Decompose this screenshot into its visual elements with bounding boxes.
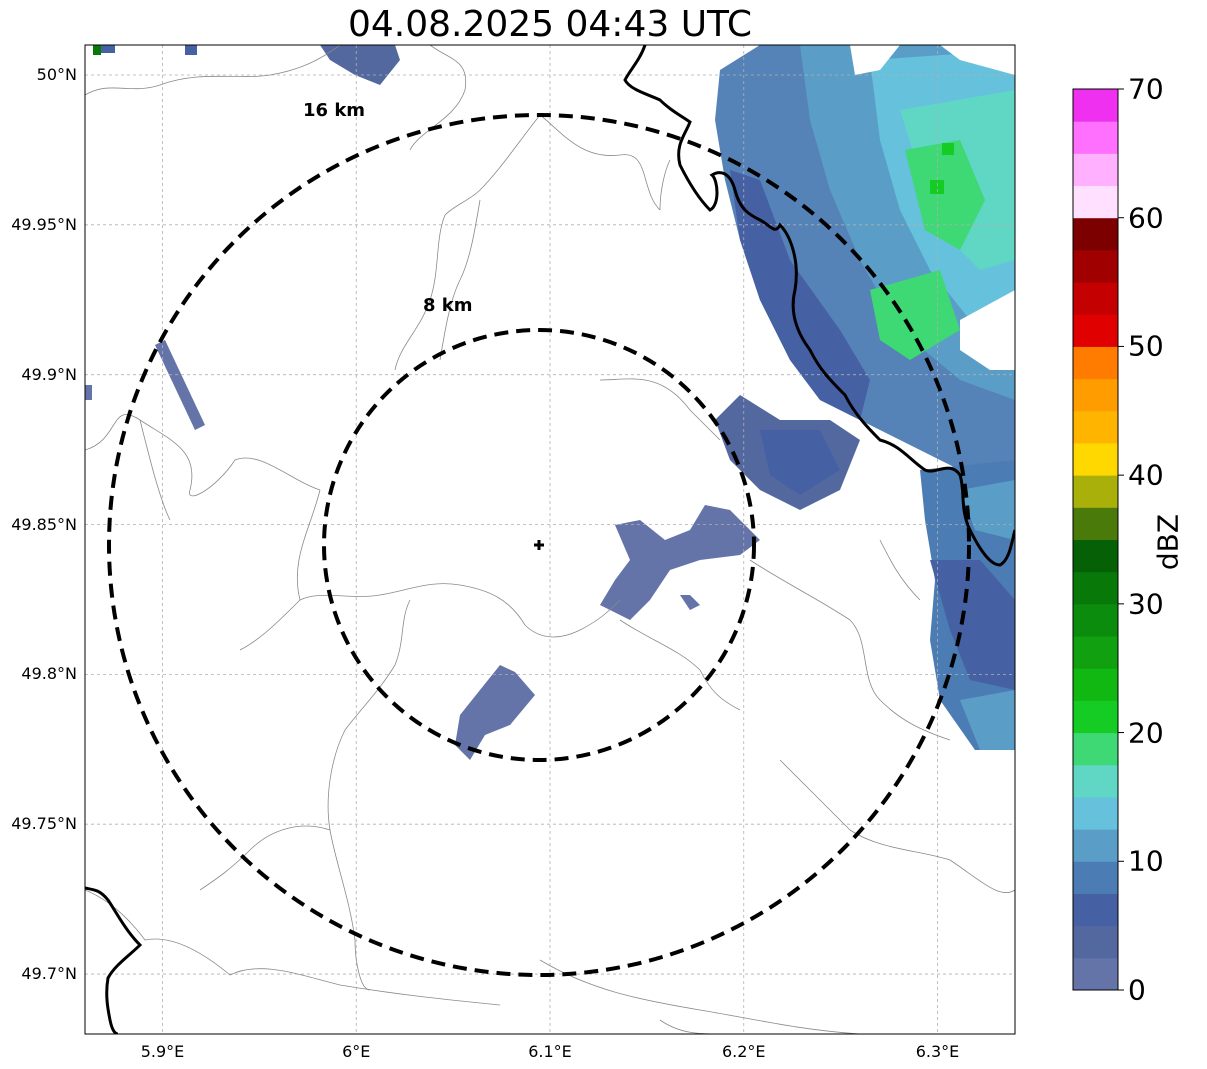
colorbar-frame bbox=[1072, 88, 1119, 991]
administrative-boundaries bbox=[85, 45, 1015, 1034]
y-tick-label-1: 49.95°N bbox=[11, 214, 77, 234]
colorbar-segment-11 bbox=[1073, 603, 1118, 637]
colorbar-segment-16 bbox=[1073, 442, 1118, 476]
colorbar-segment-3 bbox=[1073, 861, 1118, 894]
colorbar-segment-0 bbox=[1073, 957, 1118, 991]
colorbar-segment-27 bbox=[1073, 89, 1118, 122]
colorbar bbox=[1073, 88, 1124, 991]
colorbar-segment-10 bbox=[1073, 636, 1118, 669]
colorbar-segment-7 bbox=[1073, 732, 1118, 766]
colorbar-label: dBZ bbox=[1151, 513, 1185, 571]
colorbar-tick-label-7: 70 bbox=[1128, 72, 1164, 106]
colorbar-segment-25 bbox=[1073, 153, 1118, 187]
y-tick-label-5: 49.75°N bbox=[11, 814, 77, 834]
colorbar-segment-17 bbox=[1073, 410, 1118, 444]
colorbar-segment-1 bbox=[1073, 925, 1118, 959]
colorbar-tick-label-1: 10 bbox=[1128, 844, 1164, 878]
x-tick-label-3: 6.2°E bbox=[721, 1042, 766, 1061]
y-tick-label-0: 50°N bbox=[36, 64, 77, 84]
x-tick-label-2: 6.1°E bbox=[528, 1042, 572, 1061]
colorbar-segment-9 bbox=[1073, 668, 1118, 701]
colorbar-segment-14 bbox=[1073, 507, 1118, 540]
range-ring-8km bbox=[322, 328, 756, 762]
range-ring-label-8km: 8 km bbox=[423, 295, 473, 316]
colorbar-segment-13 bbox=[1073, 539, 1118, 573]
colorbar-segment-8 bbox=[1073, 700, 1118, 734]
colorbar-segment-12 bbox=[1073, 571, 1118, 605]
map-frame bbox=[84, 44, 1016, 1035]
colorbar-tick-label-5: 50 bbox=[1128, 329, 1164, 363]
range-rings bbox=[107, 113, 971, 977]
map-gridlines bbox=[85, 45, 1015, 1034]
colorbar-segment-5 bbox=[1073, 796, 1118, 830]
range-ring-16km bbox=[107, 113, 971, 977]
map-title: 04.08.2025 04:43 UTC bbox=[347, 4, 753, 45]
colorbar-tick-label-3: 30 bbox=[1128, 587, 1164, 621]
colorbar-segment-24 bbox=[1073, 185, 1118, 219]
range-ring-label-16km: 16 km bbox=[303, 100, 366, 121]
colorbar-segment-6 bbox=[1073, 764, 1118, 798]
colorbar-segment-2 bbox=[1073, 893, 1118, 927]
colorbar-segment-4 bbox=[1073, 829, 1118, 862]
colorbar-tick-label-2: 20 bbox=[1128, 716, 1164, 750]
colorbar-segment-22 bbox=[1073, 249, 1118, 283]
colorbar-segment-21 bbox=[1073, 282, 1118, 315]
y-tick-label-3: 49.85°N bbox=[11, 514, 77, 534]
colorbar-segment-26 bbox=[1073, 121, 1118, 154]
colorbar-segment-19 bbox=[1073, 346, 1118, 380]
colorbar-tick-label-4: 40 bbox=[1128, 458, 1164, 492]
y-tick-label-6: 49.7°N bbox=[21, 964, 77, 984]
y-tick-label-2: 49.9°N bbox=[21, 364, 77, 384]
colorbar-segment-23 bbox=[1073, 217, 1118, 251]
colorbar-tick-label-6: 60 bbox=[1128, 201, 1164, 235]
colorbar-tick-label-0: 0 bbox=[1128, 973, 1146, 1007]
colorbar-segment-15 bbox=[1073, 475, 1118, 508]
y-tick-label-4: 49.8°N bbox=[21, 664, 77, 684]
radar-site-marker bbox=[534, 540, 544, 550]
colorbar-segment-18 bbox=[1073, 378, 1118, 412]
x-tick-label-1: 6°E bbox=[342, 1042, 371, 1061]
national-border bbox=[85, 45, 1015, 1034]
x-tick-label-0: 5.9°E bbox=[140, 1042, 185, 1061]
colorbar-segment-20 bbox=[1073, 314, 1118, 347]
x-tick-label-4: 6.3°E bbox=[915, 1042, 960, 1061]
